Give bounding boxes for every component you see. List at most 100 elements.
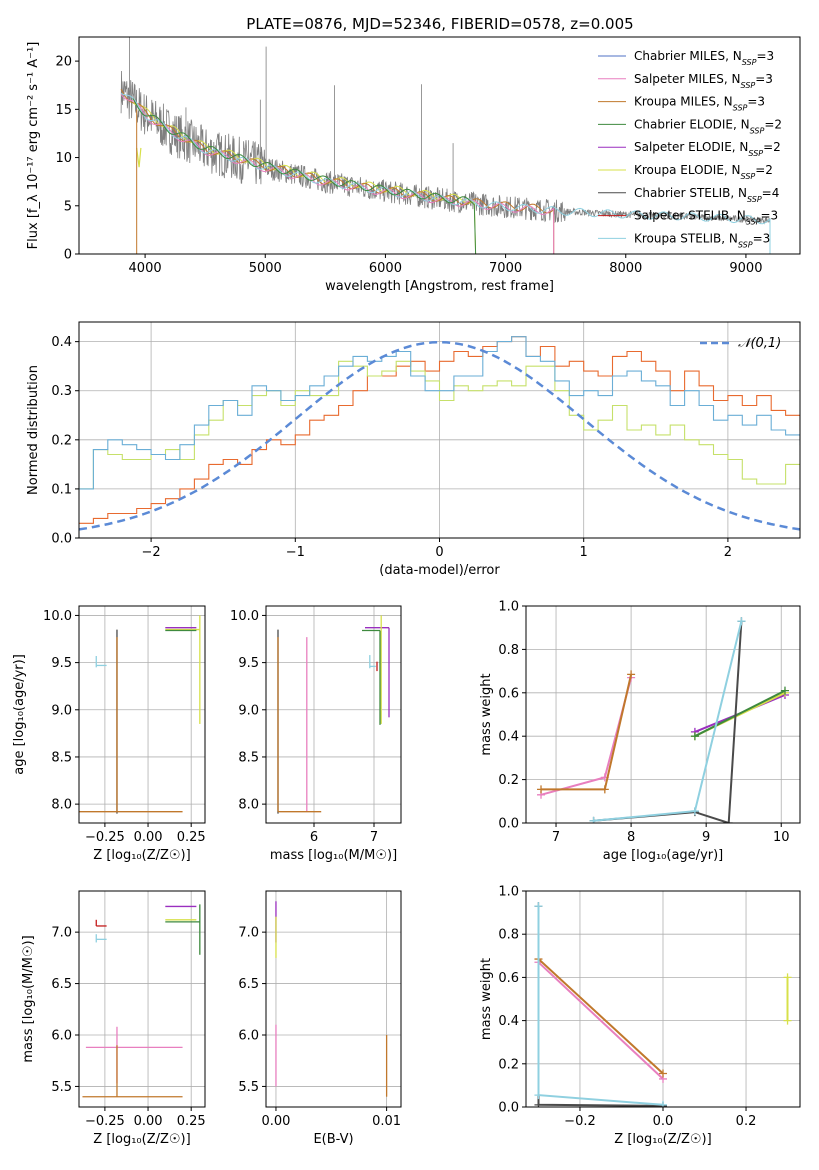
- weight-marker: [534, 902, 543, 911]
- errorbar-point: [95, 919, 107, 927]
- weight-line: [537, 961, 664, 1080]
- legend-subscript: SSP: [738, 240, 753, 249]
- x-tick-label: 1: [580, 545, 588, 560]
- x-tick-label: −0.2: [564, 1114, 596, 1129]
- x-tick-label: −0.25: [85, 1114, 125, 1129]
- y-tick-label: 1.0: [498, 885, 519, 900]
- errorbar-point: [95, 656, 107, 668]
- y-tick-label: 20: [55, 55, 72, 70]
- y-tick-label: 7.0: [51, 926, 72, 941]
- weight-marker: [780, 686, 789, 695]
- age_vs_mass-marks: [277, 615, 390, 814]
- legend-subscript: SSP: [748, 149, 763, 158]
- age_vs_mass-axes: 6 7 8.0 8.5 9.0 9.5 10.0 mass [log₁₀(M/M☉)]: [230, 605, 402, 863]
- model-kroupa-stelib: [120, 93, 771, 254]
- y-axis-label: mass weight: [479, 673, 494, 755]
- x-tick-label: −1: [286, 545, 305, 560]
- x-tick-label: 7000: [489, 261, 522, 276]
- errorbar-point: [165, 615, 201, 724]
- x-axis-label: Z [log₁₀(Z/Z☉)]: [614, 1132, 711, 1147]
- legend-subscript: SSP: [742, 58, 757, 67]
- legend-label: Salpeter MILES, NSSP=3: [634, 72, 773, 90]
- x-axis-label: Z [log₁₀(Z/Z☉)]: [93, 848, 190, 863]
- y-tick-label: 1.0: [498, 600, 519, 615]
- mass_vs_Z-marks: [82, 904, 201, 1098]
- weight-marker: [783, 973, 792, 982]
- y-tick-label: 0.4: [498, 730, 519, 745]
- y-tick-label: 10.0: [230, 609, 259, 624]
- legend-label: Chabrier MILES, NSSP=3: [634, 49, 774, 67]
- weight-marker: [589, 816, 598, 823]
- weight-line: [537, 958, 664, 1075]
- x-tick-label: 9000: [729, 261, 762, 276]
- y-axis-label: mass [log₁₀(M/M☉)]: [21, 935, 36, 1062]
- weight-marker: [659, 1069, 667, 1078]
- y-tick-label: 0.2: [51, 433, 72, 448]
- y-tick-label: 0.6: [498, 971, 519, 986]
- axes-frame: [265, 890, 402, 1108]
- mass_vs_ebv-marks: [275, 901, 388, 1097]
- errorbar-point: [95, 934, 107, 943]
- y-tick-label: 0.8: [498, 643, 519, 658]
- weight-marker: [690, 732, 699, 741]
- model-kroupa-elodie: [132, 102, 477, 254]
- y-tick-label: 8.0: [238, 798, 259, 813]
- x-tick-label: 8000: [609, 261, 642, 276]
- x-tick-label: 0.0: [653, 1114, 674, 1129]
- weight-marker: [600, 785, 609, 794]
- axes-frame: [78, 36, 801, 255]
- model-dip: [136, 147, 142, 168]
- y-axis-label: age [log₁₀(age/yr)]: [12, 654, 27, 775]
- x-tick-label: 0.00: [261, 1114, 290, 1129]
- y-tick-label: 0.2: [498, 1057, 519, 1072]
- y-tick-label: 0.6: [498, 686, 519, 701]
- y-tick-label: 0.4: [498, 1014, 519, 1029]
- axes-frame: [525, 605, 801, 824]
- legend-label: Chabrier ELODIE, NSSP=2: [634, 117, 782, 135]
- x-axis-label: age [log₁₀(age/yr)]: [603, 848, 724, 863]
- weight-marker: [690, 807, 699, 816]
- y-axis-label: Flux [f_λ 10⁻¹⁷ erg cm⁻² s⁻¹ A⁻¹]: [26, 42, 41, 250]
- y-tick-label: 6.0: [51, 1029, 72, 1044]
- y-tick-label: 6.5: [238, 977, 259, 992]
- x-tick-label: 6000: [369, 261, 402, 276]
- x-axis-label: E(B-V): [313, 1132, 353, 1147]
- y-tick-label: 0.0: [498, 1101, 519, 1116]
- figure-title: PLATE=0876, MJD=52346, FIBERID=0578, z=0…: [246, 15, 633, 33]
- weight-line: [694, 689, 786, 738]
- x-tick-label: 10: [773, 830, 790, 845]
- y-tick-label: 5: [64, 199, 72, 214]
- residuals-axes: −2 −1 0 1 2 0.0 0.1 0.2 0.3 0.4 (data-model)/error…: [26, 321, 801, 578]
- legend-label: 𝒩(0,1): [738, 336, 781, 351]
- y-tick-label: 0.4: [51, 335, 72, 350]
- y-tick-label: 0.2: [498, 773, 519, 788]
- legend-subscript: SSP: [746, 217, 761, 226]
- x-tick-label: 0.00: [134, 1114, 163, 1129]
- y-tick-label: 8.0: [51, 798, 72, 813]
- weight-marker: [659, 1100, 667, 1107]
- errorbar-point: [277, 637, 322, 813]
- y-axis-label: Normed distribution: [26, 365, 41, 495]
- residuals-marks: [79, 336, 800, 531]
- x-tick-label: 6: [310, 830, 318, 845]
- legend-subscript: SSP: [750, 126, 765, 135]
- legend-subscript: SSP: [747, 194, 762, 203]
- weight-marker: [783, 1016, 792, 1025]
- y-axis-label: mass weight: [479, 958, 494, 1040]
- y-tick-label: 5.5: [51, 1080, 72, 1095]
- x-tick-label: 8: [627, 830, 635, 845]
- weight-line: [537, 906, 664, 1107]
- weight-marker: [534, 1100, 543, 1107]
- x-tick-label: 2: [724, 545, 732, 560]
- x-axis-label: mass [log₁₀(M/M☉)]: [270, 848, 397, 863]
- y-tick-label: 6.5: [51, 977, 72, 992]
- y-tick-label: 9.0: [238, 703, 259, 718]
- histogram-miles: [79, 336, 800, 524]
- legend-label: Salpeter ELODIE, NSSP=2: [634, 140, 781, 158]
- mass_vs_ebv-axes: 0.00 0.01 5.5 6.0 6.5 7.0 E(B-V): [238, 890, 402, 1147]
- legend: 𝒩(0,1): [700, 336, 781, 351]
- weight_vs_Z-axes: −0.2 0.0 0.2 0.0 0.2 0.4 0.6 0.8 1.0 Z [log₁₀(Z/Z…: [479, 885, 801, 1147]
- mass_vs_Z-axes: −0.25 0.00 0.25 5.5 6.0 6.5 7.0 Z [log₁₀(Z/Z☉)]…: [21, 890, 206, 1147]
- histogram-stelib: [79, 336, 800, 490]
